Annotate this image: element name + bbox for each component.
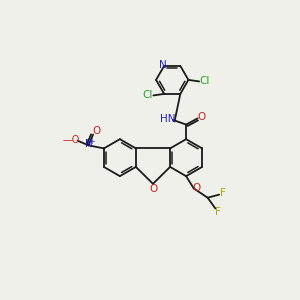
Text: F: F: [220, 188, 226, 198]
Text: O: O: [92, 127, 100, 136]
Text: N: N: [160, 60, 167, 70]
Text: +: +: [88, 137, 95, 146]
Text: O: O: [193, 183, 201, 193]
Text: HN: HN: [160, 114, 176, 124]
Text: N: N: [85, 139, 92, 149]
Text: —O: —O: [63, 135, 80, 145]
Text: O: O: [150, 184, 158, 194]
Text: F: F: [215, 207, 220, 217]
Text: Cl: Cl: [143, 90, 153, 100]
Text: O: O: [197, 112, 206, 122]
Text: Cl: Cl: [200, 76, 210, 86]
